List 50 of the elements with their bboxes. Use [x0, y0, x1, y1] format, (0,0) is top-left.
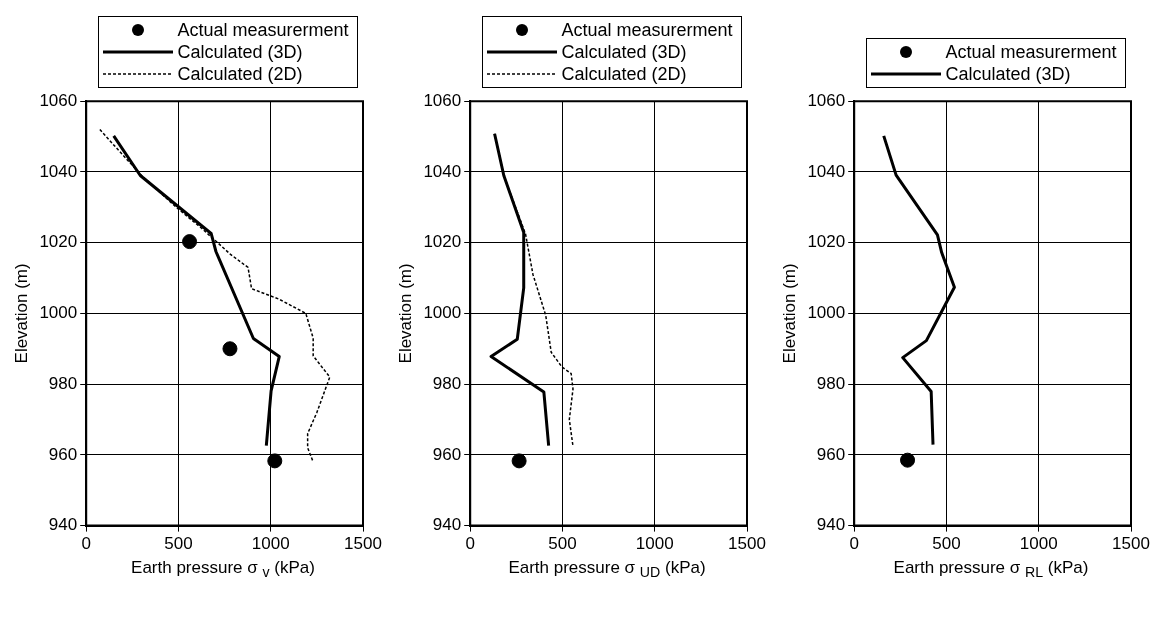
- x-axis-title: Earth pressure σ $_{UD}$ (kPa): [507, 558, 707, 581]
- y-tick-label: 940: [432, 515, 462, 535]
- y-tick-label: 1020: [807, 232, 846, 252]
- legend-label: Actual measurerment: [561, 19, 733, 41]
- point: [267, 453, 283, 469]
- legend-label: Calculated (2D): [561, 63, 687, 85]
- y-tick-label: 1040: [423, 161, 462, 181]
- x-tick-label: 0: [465, 534, 475, 554]
- legend-label: Calculated (3D): [561, 41, 687, 63]
- y-tick-label: 1020: [423, 232, 462, 252]
- y-tick-label: 980: [432, 373, 462, 393]
- x-axis-title: Earth pressure σ $_{v}$ (kPa): [130, 558, 316, 581]
- point: [182, 234, 198, 250]
- legend-label: Calculated (3D): [945, 63, 1071, 85]
- x-tick-label: 500: [932, 534, 961, 554]
- x-tick-label: 500: [164, 534, 193, 554]
- x-tick-label: 1500: [1112, 534, 1150, 554]
- x-tick-label: 1500: [344, 534, 382, 554]
- x-tick-label: 1000: [635, 534, 674, 554]
- x-tick-label: 1000: [1019, 534, 1058, 554]
- legend-label: Calculated (3D): [177, 41, 303, 63]
- y-axis-title: Elevation (m): [779, 263, 799, 364]
- y-axis-title: Elevation (m): [11, 263, 31, 364]
- point: [222, 341, 238, 357]
- x-tick-label: 1500: [728, 534, 766, 554]
- x-tick-label: 0: [849, 534, 859, 554]
- y-tick-label: 960: [432, 444, 462, 464]
- legend-label: Actual measurerment: [177, 19, 349, 41]
- y-tick-label: 1000: [423, 303, 462, 323]
- y-tick-label: 960: [816, 444, 846, 464]
- y-tick-label: 940: [48, 515, 78, 535]
- x-tick-label: 1000: [251, 534, 290, 554]
- y-tick-label: 1060: [423, 90, 462, 110]
- y-tick-label: 980: [816, 373, 846, 393]
- legend-label: Actual measurerment: [945, 41, 1117, 63]
- y-tick-label: 1000: [807, 303, 846, 323]
- y-tick-label: 1040: [39, 161, 78, 181]
- x-tick-label: 0: [81, 534, 91, 554]
- y-tick-label: 1060: [807, 90, 846, 110]
- x-axis-title: Earth pressure σ $_{RL}$ (kPa): [892, 558, 1090, 581]
- y-tick-label: 1060: [39, 90, 78, 110]
- x-tick-label: 500: [548, 534, 577, 554]
- y-tick-label: 1000: [39, 303, 78, 323]
- y-axis-title: Elevation (m): [395, 263, 415, 364]
- legend-label: Calculated (2D): [177, 63, 303, 85]
- y-tick-label: 1020: [39, 232, 78, 252]
- y-tick-label: 980: [48, 373, 78, 393]
- y-tick-label: 940: [816, 515, 846, 535]
- y-tick-label: 960: [48, 444, 78, 464]
- y-tick-label: 1040: [807, 161, 846, 181]
